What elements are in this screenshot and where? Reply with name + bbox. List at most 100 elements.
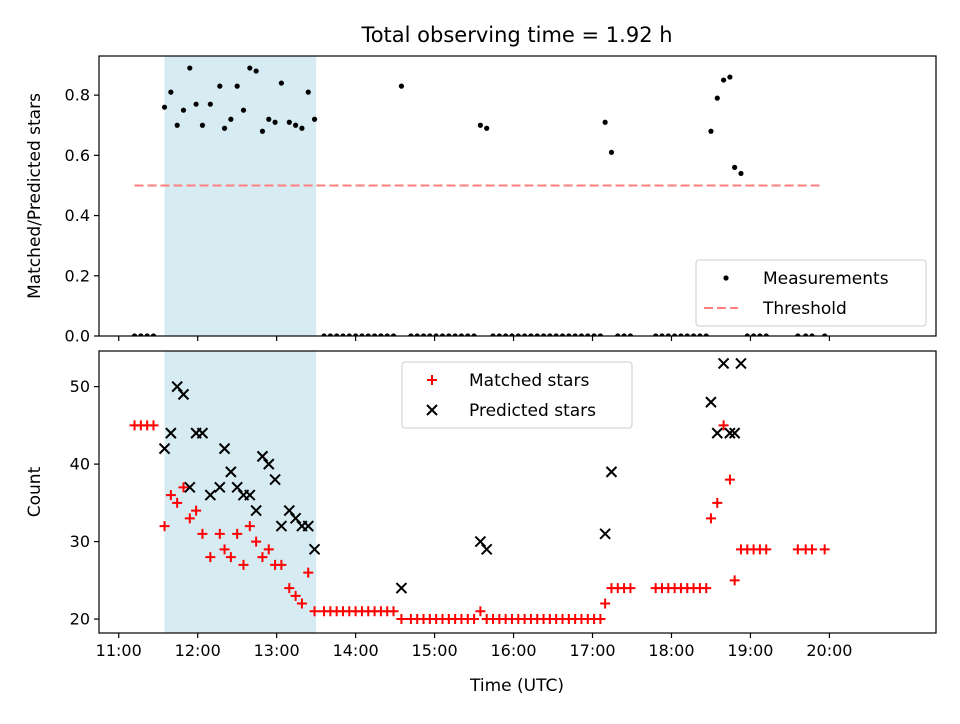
x-tick-label: 20:00 [806,641,852,660]
y-tick-label: 0.0 [65,327,90,346]
measurements-point [471,333,477,336]
measurements-point [334,333,340,336]
measurements-point [446,333,452,336]
measurements-point [727,74,733,80]
matched-stars-point [159,521,170,532]
measurements-point [822,333,828,336]
matched-stars-point [205,552,216,563]
matched-stars-point [819,544,830,555]
predicted-stars-point [724,427,736,439]
measurements-point [390,333,397,336]
predicted-stars-point [480,543,493,556]
measurements-point [452,333,458,336]
matched-stars-point [191,505,202,516]
measurements-point [240,107,247,113]
matched-stars-point [296,598,307,609]
predicted-stars-point [218,442,231,455]
measurements-point [515,333,521,336]
measurements-point [621,333,627,336]
legend-label-matched-stars: Matched stars [469,371,589,391]
x-tick-label: 15:00 [412,641,458,660]
matched-stars-point [172,497,183,508]
measurements-point [433,333,439,336]
measurements-point [672,333,678,336]
predicted-stars-point [244,489,256,501]
legend-label-measurements: Measurements [763,269,889,289]
measurements-point [378,333,384,336]
y-tick-label: 0.6 [65,146,90,165]
matched-stars-point [284,583,295,594]
measurements-point [327,333,333,336]
predicted-stars-point [711,427,723,439]
measurements-point [340,333,346,336]
x-tick-label: 19:00 [727,641,773,660]
measurements-point [247,65,253,71]
y-tick-label: 0.8 [65,86,90,105]
measurements-point [150,333,157,336]
matched-stars-point [148,420,159,431]
measurements-point [259,128,266,134]
measurements-point [795,333,801,336]
matched-stars-point [238,559,249,570]
measurements-point [547,333,553,336]
measurements-point [161,104,168,110]
matched-stars-point [761,544,772,555]
measurements-point [465,333,471,336]
measurements-point [602,119,608,125]
measurements-point [299,125,305,131]
measurements-point [384,333,390,336]
matched-stars-point [225,552,236,563]
measurements-point [684,333,690,336]
measurements-point [738,170,744,177]
axes-frame [98,55,937,337]
y-tick-label: 30 [70,532,90,551]
predicted-stars-point [263,458,275,470]
predicted-stars-point [735,357,747,370]
measurements-point [553,333,559,336]
measurements-point [398,83,405,89]
predicted-stars-point [269,473,281,486]
measurements-point [750,333,757,336]
matched-stars-point [718,420,729,431]
measurements-point [286,119,292,125]
matched-stars-point [712,497,723,508]
measurements-point [217,83,223,89]
measurements-point [168,89,174,95]
measurements-point [221,125,228,131]
matched-stars-point [729,575,740,586]
predicted-stars-point [717,357,730,370]
chart-title: Total observing time = 1.92 h [360,23,672,47]
predicted-stars-point [705,396,717,408]
matched-stars-point [263,544,274,555]
measurements-point [311,116,318,122]
measurements-point [597,333,604,336]
y-tick-label: 0.2 [65,266,90,285]
measurements-point [278,80,285,86]
measurements-point [458,333,465,336]
y-tick-label: 40 [70,455,90,474]
x-tick-label: 11:00 [96,641,142,660]
measurements-point [803,333,809,336]
measurements-point [559,333,566,336]
measurements-point [439,333,446,336]
measurements-point [272,119,278,125]
measurements-point [522,333,528,336]
measurements-point [234,83,240,89]
predicted-stars-point [250,504,262,517]
matched-stars-point [600,598,611,609]
legend-label-predicted-stars: Predicted stars [469,401,596,421]
measurements-point [138,333,144,336]
measurements-point [665,333,671,336]
predicted-stars-point [302,520,314,532]
legend-label-threshold: Threshold [762,299,847,319]
predicted-stars-point [165,427,177,439]
measurements-point [708,128,714,134]
measurements-point [293,122,299,128]
matched-stars-point [165,490,176,501]
predicted-stars-point [204,489,217,501]
measurements-point [566,333,572,336]
y-tick-label: 20 [70,610,90,629]
measurements-point [585,333,591,336]
measurements-point [757,333,763,336]
x-tick-label: 12:00 [175,641,221,660]
